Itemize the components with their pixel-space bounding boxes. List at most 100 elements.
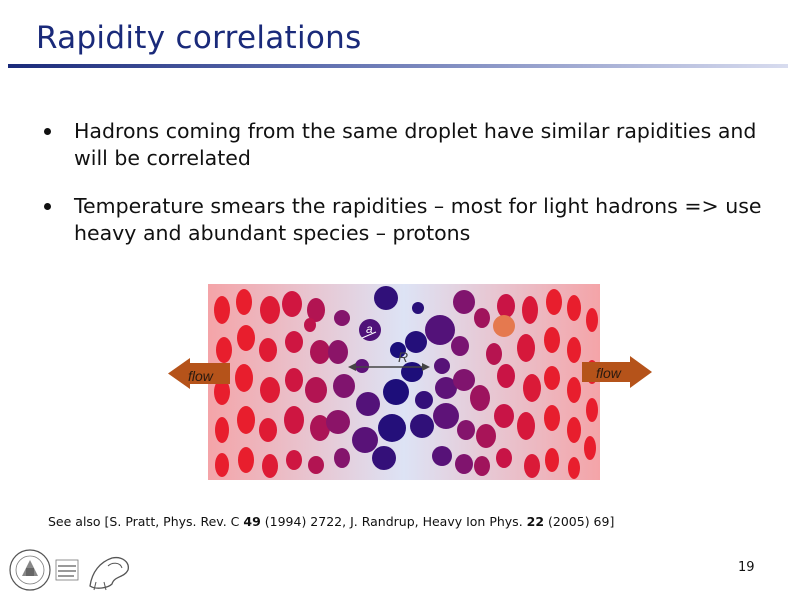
hadron-particle xyxy=(410,414,434,438)
hadron-particle xyxy=(545,448,559,472)
hadron-particle xyxy=(352,427,378,453)
hadron-particle xyxy=(304,318,316,332)
hadron-particle xyxy=(435,377,457,399)
ref-middle: (1994) 2722, J. Randrup, Heavy Ion Phys. xyxy=(260,514,527,529)
hadron-particle xyxy=(432,446,452,466)
hadron-particle xyxy=(334,448,350,468)
page-number: 19 xyxy=(738,560,755,575)
hadron-particle xyxy=(453,290,475,314)
hadron-particle xyxy=(455,454,473,474)
hadron-particle xyxy=(522,296,538,324)
hadron-particle xyxy=(374,286,398,310)
hadron-particle xyxy=(586,308,598,332)
slide-title: Rapidity correlations xyxy=(36,20,362,56)
hadron-particle xyxy=(405,331,427,353)
hadron-particle xyxy=(586,398,598,422)
ref-volume-2: 22 xyxy=(526,514,545,529)
hadron-particle xyxy=(237,406,255,434)
lion-emblem-icon xyxy=(89,556,129,591)
right-flow-label: flow xyxy=(596,365,622,381)
hadron-particle xyxy=(453,369,475,391)
hadron-particle xyxy=(310,340,330,364)
hadron-particle xyxy=(517,334,535,362)
hadron-particle xyxy=(262,454,278,478)
hadron-particle xyxy=(451,336,469,356)
hadron-particle xyxy=(259,418,277,442)
hadron-particle xyxy=(544,327,560,353)
hadron-particle xyxy=(567,295,581,321)
hadron-particle xyxy=(260,296,280,324)
hadron-particle xyxy=(523,374,541,402)
institute-logo-icon xyxy=(55,559,79,581)
hadron-particle xyxy=(326,410,350,434)
hadron-particle xyxy=(236,289,252,315)
hadron-particle xyxy=(474,456,490,476)
hadron-particle xyxy=(497,364,515,388)
right-flow-arrow: flow xyxy=(582,356,652,388)
hadron-particle xyxy=(378,414,406,442)
left-flow-label: flow xyxy=(188,368,214,384)
radius-indicator: R xyxy=(348,349,430,371)
hadron-particle xyxy=(333,374,355,398)
hadron-particle xyxy=(372,446,396,470)
hadron-particle xyxy=(215,453,229,477)
hadron-particle xyxy=(497,294,515,318)
droplet-figure: flow flow R a xyxy=(168,284,652,480)
hadron-particle xyxy=(235,364,253,392)
hadron-particle xyxy=(524,454,540,478)
bullet-text: Hadrons coming from the same droplet hav… xyxy=(74,119,757,170)
hadron-particle xyxy=(401,362,423,382)
ref-suffix: (2005) 69] xyxy=(544,514,615,529)
references: See also [S. Pratt, Phys. Rev. C 49 (199… xyxy=(48,514,614,529)
bullet-list: Hadrons coming from the same droplet hav… xyxy=(44,118,764,268)
hadron-particle xyxy=(544,405,560,431)
hadron-particle xyxy=(496,448,512,468)
hadron-particle xyxy=(310,415,330,441)
institution-logos xyxy=(9,549,129,591)
hadron-particle xyxy=(412,302,424,314)
left-arrow-icon xyxy=(168,358,230,389)
bullet-text: Temperature smears the rapidities – most… xyxy=(74,194,762,245)
right-arrow-icon xyxy=(582,356,652,388)
hadron-particle xyxy=(305,377,327,403)
hadron-particle xyxy=(486,343,502,365)
hadron-particle xyxy=(415,391,433,409)
hadron-particle xyxy=(215,417,229,443)
hadron-particle xyxy=(259,338,277,362)
hadron-particle xyxy=(284,406,304,434)
ref-prefix: See also [S. Pratt, Phys. Rev. C xyxy=(48,514,244,529)
hadron-particle xyxy=(567,337,581,363)
hadron-particle xyxy=(286,450,302,470)
hadron-particle xyxy=(334,310,350,326)
hadron-particle xyxy=(567,377,581,403)
hadron-particle xyxy=(285,331,303,353)
left-flow-arrow: flow xyxy=(168,358,230,389)
ref-volume-1: 49 xyxy=(243,514,261,529)
hadron-particle xyxy=(328,340,348,364)
hadron-particle xyxy=(214,296,230,324)
university-seal-icon xyxy=(9,549,51,591)
hadron-particle xyxy=(390,342,406,358)
highlighted-particle xyxy=(493,315,515,337)
hadron-particle xyxy=(567,417,581,443)
hadron-particle xyxy=(307,298,325,322)
title-underline xyxy=(8,64,788,68)
hadron-particle xyxy=(282,291,302,317)
bullet-item: Hadrons coming from the same droplet hav… xyxy=(44,118,764,172)
particle-size-label: a xyxy=(366,322,373,336)
hadron-particle xyxy=(470,385,490,411)
hadron-particle xyxy=(355,359,369,373)
hadron-particle xyxy=(457,420,475,440)
hadron-particle xyxy=(546,289,562,315)
bullet-item: Temperature smears the rapidities – most… xyxy=(44,193,764,247)
hadron-particle xyxy=(434,358,450,374)
hadron-particle xyxy=(383,379,409,405)
hadron-particle xyxy=(494,404,514,428)
hadron-particle xyxy=(584,436,596,460)
hadron-particle xyxy=(237,325,255,351)
hadron-particle xyxy=(544,366,560,390)
hadron-particle xyxy=(238,447,254,473)
radius-label: R xyxy=(398,349,408,365)
hadron-particle xyxy=(285,368,303,392)
hadron-particle xyxy=(568,457,580,479)
